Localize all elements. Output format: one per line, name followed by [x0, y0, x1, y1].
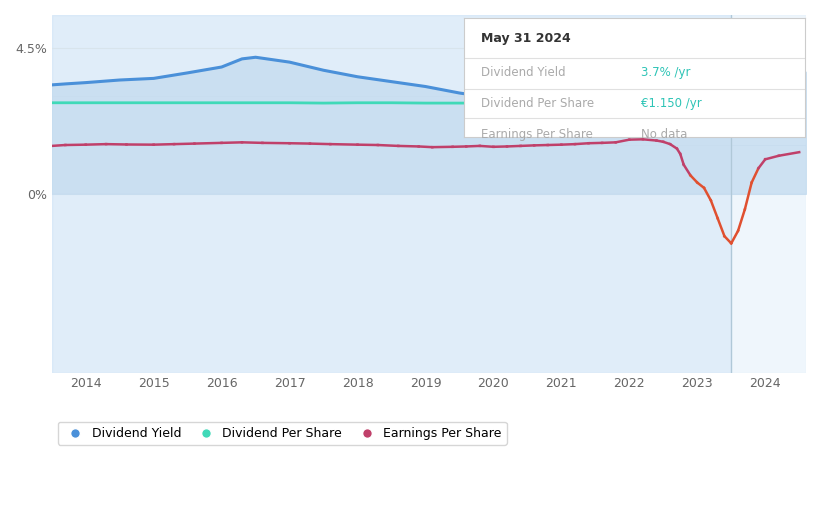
Bar	[732, 15, 806, 372]
Text: No data: No data	[641, 128, 687, 141]
Bar	[52, 15, 732, 372]
Text: 3.7% /yr: 3.7% /yr	[641, 66, 690, 79]
Text: Earnings Per Share: Earnings Per Share	[481, 128, 593, 141]
Text: Past: Past	[735, 57, 758, 67]
Text: Dividend Per Share: Dividend Per Share	[481, 97, 594, 110]
Text: €1.150 /yr: €1.150 /yr	[641, 97, 702, 110]
Text: Dividend Yield: Dividend Yield	[481, 66, 566, 79]
Text: May 31 2024: May 31 2024	[481, 32, 571, 45]
Legend: Dividend Yield, Dividend Per Share, Earnings Per Share: Dividend Yield, Dividend Per Share, Earn…	[58, 422, 507, 445]
